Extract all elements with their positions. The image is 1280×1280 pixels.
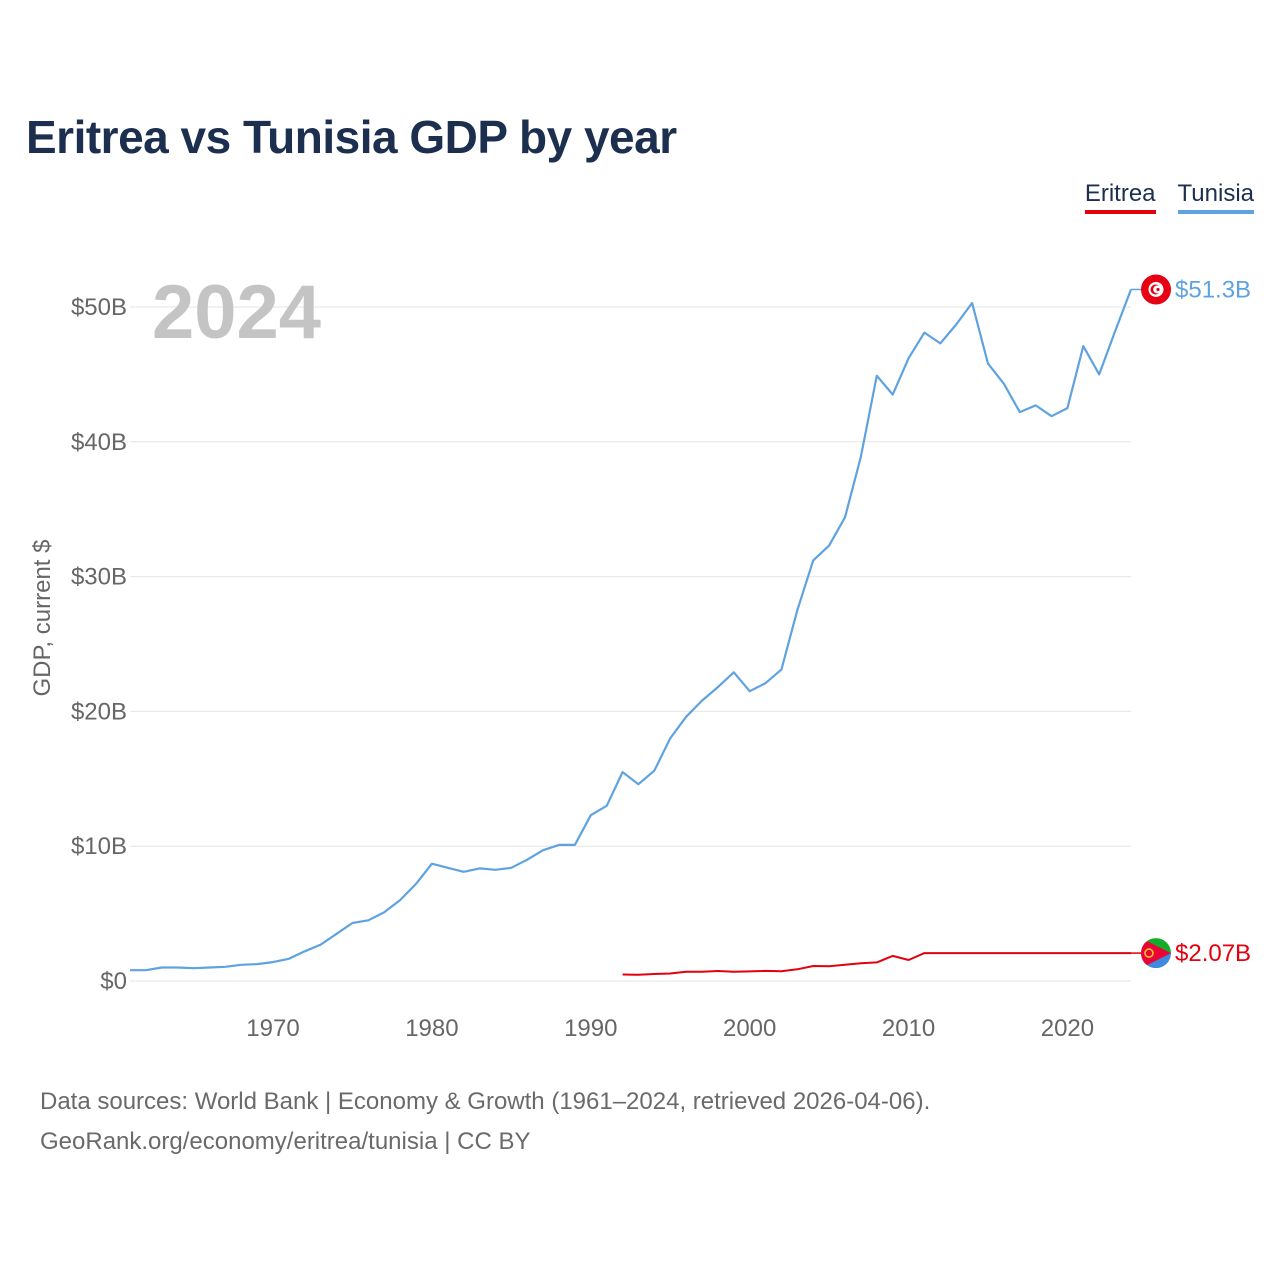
y-tick-label: $20B bbox=[71, 698, 127, 725]
legend: Eritrea Tunisia bbox=[1084, 180, 1254, 214]
footer-credit: GeoRank.org/economy/eritrea/tunisia | CC… bbox=[40, 1128, 531, 1155]
series-end-markers: $51.3B $2.07B bbox=[1131, 274, 1251, 969]
footer: Data sources: World Bank | Economy & Gro… bbox=[40, 1082, 930, 1162]
y-tick-label: $50B bbox=[71, 294, 127, 321]
gdp-line-chart: $0 $10B $20B $30B $40B $50B 1970 1980 1990 2000 2… bbox=[29, 270, 1251, 1042]
current-year-label: 2024 bbox=[152, 270, 321, 355]
series-line-eritrea bbox=[622, 952, 1131, 976]
x-tick-label: 2000 bbox=[723, 1015, 776, 1042]
legend-item-tunisia[interactable]: Tunisia bbox=[1177, 180, 1254, 214]
y-axis-ticks: $0 $10B $20B $30B $40B $50B bbox=[71, 294, 127, 995]
flag-emblem-eritrea bbox=[1144, 948, 1154, 958]
x-tick-label: 1970 bbox=[246, 1015, 299, 1042]
flag-red-eritrea bbox=[1141, 938, 1171, 969]
y-axis-label: GDP, current $ bbox=[29, 540, 56, 697]
end-value-label-eritrea: $2.07B bbox=[1175, 940, 1251, 967]
legend-item-eritrea[interactable]: Eritrea bbox=[1084, 180, 1156, 214]
flag-icon-eritrea bbox=[1141, 938, 1171, 969]
series-lines bbox=[130, 289, 1133, 976]
x-tick-label: 2020 bbox=[1041, 1015, 1094, 1042]
x-axis-ticks: 1970 1980 1990 2000 2010 2020 bbox=[246, 1015, 1094, 1042]
flag-star-tunisia bbox=[1156, 287, 1160, 292]
y-tick-label: $30B bbox=[71, 564, 127, 591]
series-line-tunisia bbox=[130, 289, 1133, 972]
y-tick-label: $10B bbox=[71, 833, 127, 860]
gridlines bbox=[130, 306, 1131, 982]
chart-title: Eritrea vs Tunisia GDP by year bbox=[26, 111, 677, 163]
end-value-label-tunisia: $51.3B bbox=[1175, 276, 1251, 303]
y-tick-label: $0 bbox=[100, 968, 127, 995]
x-tick-label: 1990 bbox=[564, 1015, 617, 1042]
x-tick-label: 2010 bbox=[882, 1015, 935, 1042]
x-tick-label: 1980 bbox=[405, 1015, 458, 1042]
footer-sources: Data sources: World Bank | Economy & Gro… bbox=[40, 1088, 931, 1115]
y-tick-label: $40B bbox=[71, 429, 127, 456]
